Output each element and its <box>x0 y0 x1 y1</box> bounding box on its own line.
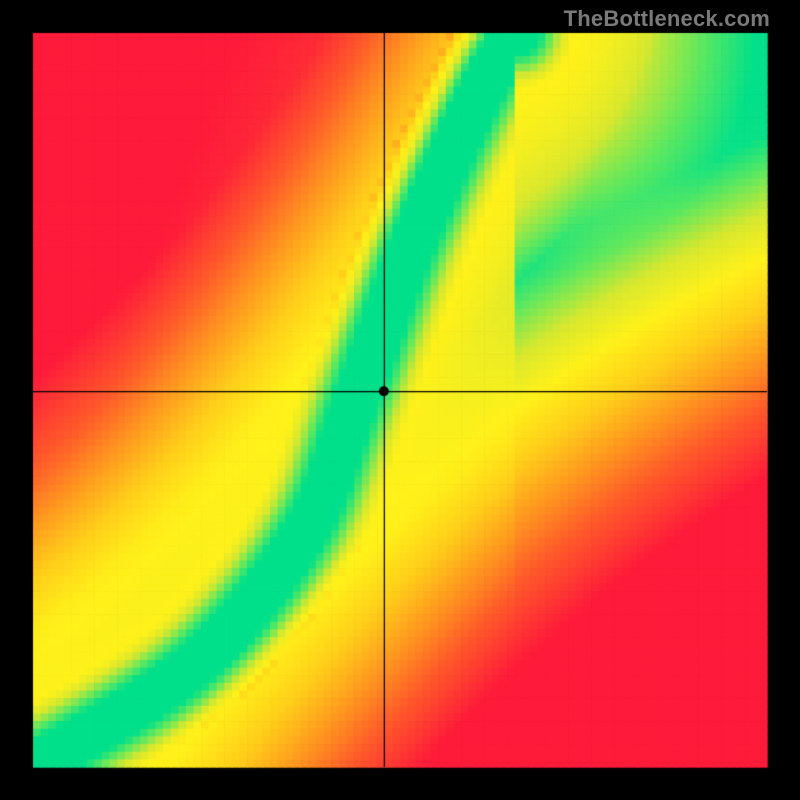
watermark-text: TheBottleneck.com <box>564 6 770 32</box>
bottleneck-heatmap <box>0 0 800 800</box>
